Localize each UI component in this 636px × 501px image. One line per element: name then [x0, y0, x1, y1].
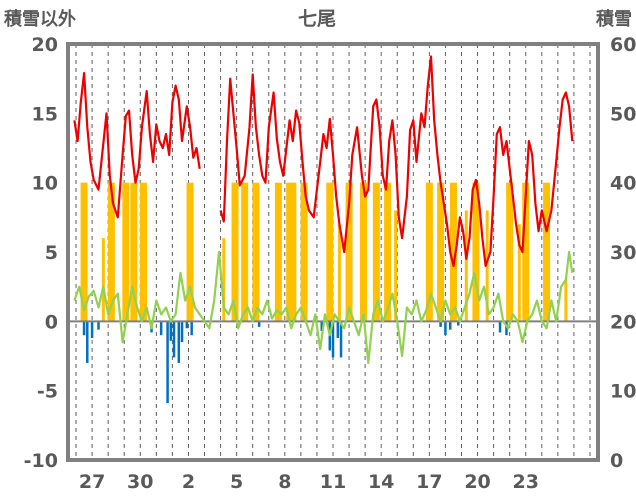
x-tick-label: 27 — [79, 471, 105, 493]
precipitation-bars — [80, 182, 568, 322]
negative-bar — [457, 321, 460, 326]
left-tick-label: -5 — [37, 381, 58, 403]
temperature-series — [73, 55, 574, 267]
negative-bar — [331, 321, 335, 358]
x-tick-label: 30 — [127, 471, 153, 493]
left-tick-label: 20 — [32, 34, 58, 56]
precip-bar — [564, 279, 568, 322]
precip-bar — [130, 182, 138, 322]
x-tick-label: 20 — [464, 471, 490, 493]
left-tick-label: 5 — [45, 242, 58, 264]
negative-bars — [82, 321, 508, 404]
precip-bar — [231, 182, 239, 322]
negative-bar — [97, 321, 100, 330]
right-tick-label: 30 — [610, 242, 636, 264]
negative-bar — [82, 321, 86, 336]
precip-bar — [345, 182, 353, 322]
right-ticks: 60 50 40 30 20 10 0 — [610, 34, 636, 472]
precip-bar — [274, 182, 282, 322]
left-tick-label: 10 — [32, 173, 58, 195]
precip-bar — [252, 182, 260, 322]
precip-bar — [289, 182, 297, 322]
precip-bar — [300, 182, 308, 322]
precip-bar — [384, 182, 392, 322]
negative-bar — [166, 321, 169, 404]
right-tick-label: 10 — [610, 381, 636, 403]
negative-bar — [180, 321, 184, 343]
left-tick-label: 0 — [45, 311, 58, 333]
x-tick-label: 17 — [416, 471, 442, 493]
left-ticks: 20 15 10 5 0 -5 -10 — [24, 34, 58, 472]
precip-bar — [80, 182, 88, 322]
negative-bar — [439, 321, 442, 327]
precip-bar — [186, 182, 194, 322]
precip-bar — [337, 224, 341, 322]
negative-bar — [190, 321, 193, 336]
vertical-grid — [75, 44, 591, 460]
x-tick-label: 14 — [368, 471, 394, 493]
negative-bar — [444, 321, 447, 336]
left-tick-label: -10 — [24, 450, 58, 472]
negative-bar — [159, 321, 163, 336]
temperature-line — [73, 71, 201, 219]
left-axis-title: 積雪以外 — [3, 8, 76, 30]
precip-bar — [425, 182, 433, 322]
x-tick-label: 23 — [513, 471, 539, 493]
precip-bar — [522, 182, 530, 322]
temperature-line — [219, 55, 574, 267]
x-tick-label: 8 — [278, 471, 291, 493]
precip-bar — [449, 182, 457, 322]
negative-bar — [177, 321, 181, 363]
precip-bar — [101, 238, 105, 322]
precip-bar — [139, 182, 147, 322]
right-tick-label: 40 — [610, 173, 636, 195]
negative-bar — [339, 321, 343, 358]
wind-line — [73, 250, 574, 364]
negative-bar — [505, 321, 508, 336]
precip-bar — [517, 224, 521, 322]
precip-bar — [360, 182, 368, 322]
left-tick-label: 15 — [32, 103, 58, 125]
right-axis-title: 積雪 — [595, 8, 632, 30]
right-tick-label: 20 — [610, 311, 636, 333]
precip-bar — [543, 182, 551, 322]
x-ticks: 27 30 2 5 8 11 14 17 20 23 — [79, 471, 539, 493]
negative-bar — [172, 321, 176, 358]
negative-bar — [448, 321, 452, 330]
negative-bar — [185, 321, 189, 329]
x-tick-label: 11 — [320, 471, 346, 493]
negative-bar — [336, 321, 340, 338]
precip-bar — [107, 182, 115, 322]
precip-bar — [222, 238, 226, 322]
negative-bar — [257, 321, 261, 327]
right-tick-label: 50 — [610, 103, 636, 125]
precip-bar — [394, 210, 398, 322]
precip-bar — [326, 182, 334, 322]
chart-title: 七尾 — [298, 8, 336, 30]
wind-series — [73, 250, 574, 364]
plot-frame — [66, 42, 600, 462]
precip-bar — [122, 182, 130, 322]
precip-bar — [485, 210, 489, 322]
negative-bar — [320, 321, 324, 332]
precip-bar — [372, 182, 380, 322]
x-tick-label: 5 — [230, 471, 243, 493]
precip-bar — [241, 182, 249, 322]
right-tick-label: 0 — [610, 450, 623, 472]
precip-bar — [464, 210, 468, 322]
x-tick-label: 2 — [182, 471, 195, 493]
negative-bar — [169, 321, 173, 341]
negative-bar — [498, 321, 502, 333]
negative-bar — [90, 321, 94, 338]
precip-bar — [437, 182, 445, 322]
negative-bar — [86, 321, 89, 363]
precip-bar — [472, 182, 480, 322]
precip-bar — [506, 182, 514, 322]
right-tick-label: 60 — [610, 34, 636, 56]
